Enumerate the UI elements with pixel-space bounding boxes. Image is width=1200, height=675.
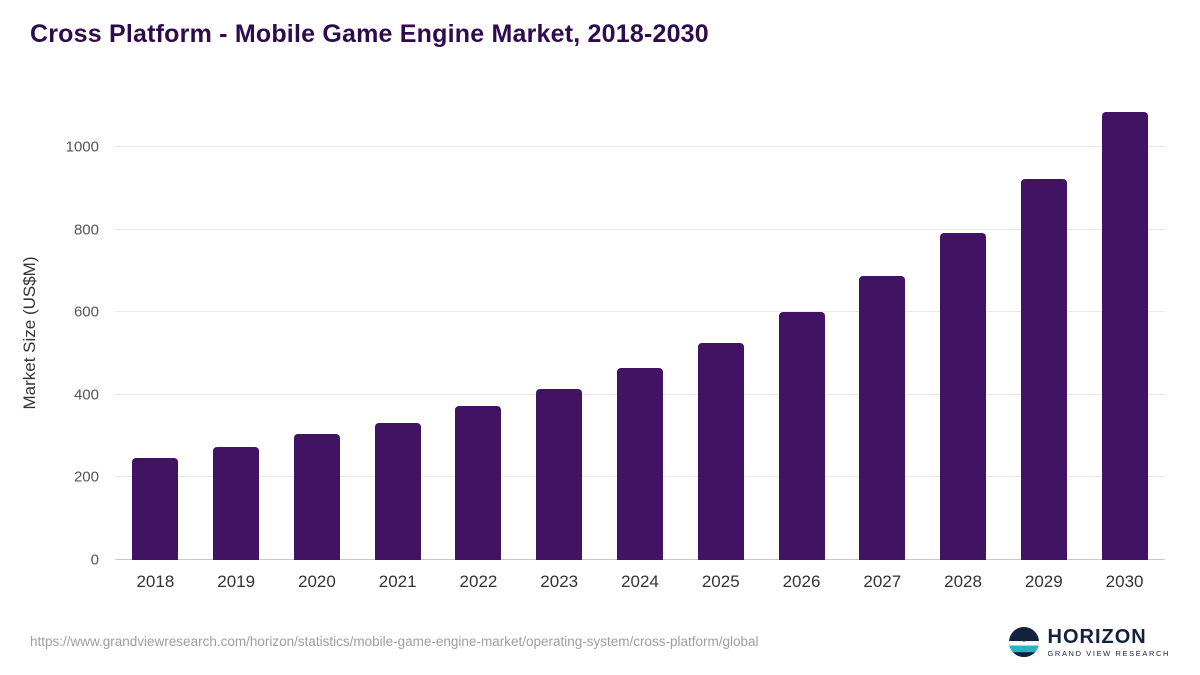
- bar-slot-2023: [519, 106, 600, 560]
- bar-2030: [1101, 112, 1148, 560]
- bar-slot-2028: [923, 106, 1004, 560]
- bar-slot-2021: [357, 106, 438, 560]
- x-tick-label-2023: 2023: [540, 572, 579, 591]
- x-tick-label-2021: 2021: [378, 572, 417, 591]
- bar-2020: [293, 434, 340, 560]
- bar-slot-2022: [438, 106, 519, 560]
- bar-slot-2018: [115, 106, 196, 560]
- bar-2018: [132, 457, 179, 560]
- x-tick-label-2029: 2029: [1024, 572, 1063, 591]
- chart-title: Cross Platform - Mobile Game Engine Mark…: [30, 20, 709, 48]
- y-tick-label-1000: 1000: [65, 138, 99, 156]
- y-tick-label-0: 0: [90, 551, 99, 569]
- y-tick-label-800: 800: [73, 221, 99, 239]
- bar-slot-2026: [761, 106, 842, 560]
- bar-slot-2019: [196, 106, 277, 560]
- plot-area: 0 200 400 600 800 1000 2018 2019 2020 2021 2022 20…: [66, 106, 1165, 591]
- bar-2027: [859, 276, 906, 560]
- bar-2023: [536, 389, 583, 560]
- bar-2021: [374, 422, 421, 560]
- bar-slot-2027: [842, 106, 923, 560]
- bar-slot-2024: [600, 106, 681, 560]
- bar-2022: [455, 406, 502, 560]
- x-tick-label-2025: 2025: [701, 572, 740, 591]
- x-tick-label-2024: 2024: [621, 572, 659, 591]
- bar-2028: [940, 233, 987, 560]
- bar-slot-2025: [680, 106, 761, 560]
- bar-2026: [778, 312, 825, 560]
- bar-slot-2020: [277, 106, 358, 560]
- horizon-logo-icon: [1008, 626, 1039, 657]
- x-tick-label-2027: 2027: [863, 572, 902, 591]
- x-tick-label-2020: 2020: [298, 572, 336, 591]
- gridline-1000: [115, 146, 1165, 148]
- bar-series: [115, 106, 1165, 560]
- logo-name: HORIZON: [1047, 625, 1147, 648]
- footer: https://www.grandviewresearch.com/horizo…: [30, 627, 1170, 658]
- logo-subtitle: GRAND VIEW RESEARCH: [1047, 648, 1170, 658]
- bar-2029: [1020, 179, 1067, 560]
- source-url: https://www.grandviewresearch.com/horizo…: [30, 634, 759, 650]
- bar-slot-2029: [1003, 106, 1084, 560]
- x-tick-label-2018: 2018: [136, 572, 175, 591]
- bar-slot-2030: [1084, 106, 1165, 560]
- y-tick-label-600: 600: [73, 303, 99, 321]
- x-tick-label-2022: 2022: [459, 572, 498, 591]
- horizon-logo: HORIZON GRAND VIEW RESEARCH: [1008, 625, 1171, 658]
- y-tick-label-200: 200: [73, 468, 99, 486]
- bar-2024: [616, 368, 663, 560]
- bar-2019: [213, 447, 260, 560]
- x-tick-label-2026: 2026: [782, 572, 821, 591]
- x-tick-label-2030: 2030: [1105, 572, 1144, 591]
- y-tick-label-400: 400: [73, 386, 99, 404]
- x-axis-labels: 2018 2019 2020 2021 2022 2023 2024 2025 2026 2027…: [115, 560, 1165, 592]
- gridline-800: [115, 228, 1165, 230]
- bar-2025: [697, 342, 744, 560]
- x-tick-label-2028: 2028: [944, 572, 982, 591]
- x-tick-label-2019: 2019: [217, 572, 256, 591]
- gridline-600: [115, 311, 1165, 313]
